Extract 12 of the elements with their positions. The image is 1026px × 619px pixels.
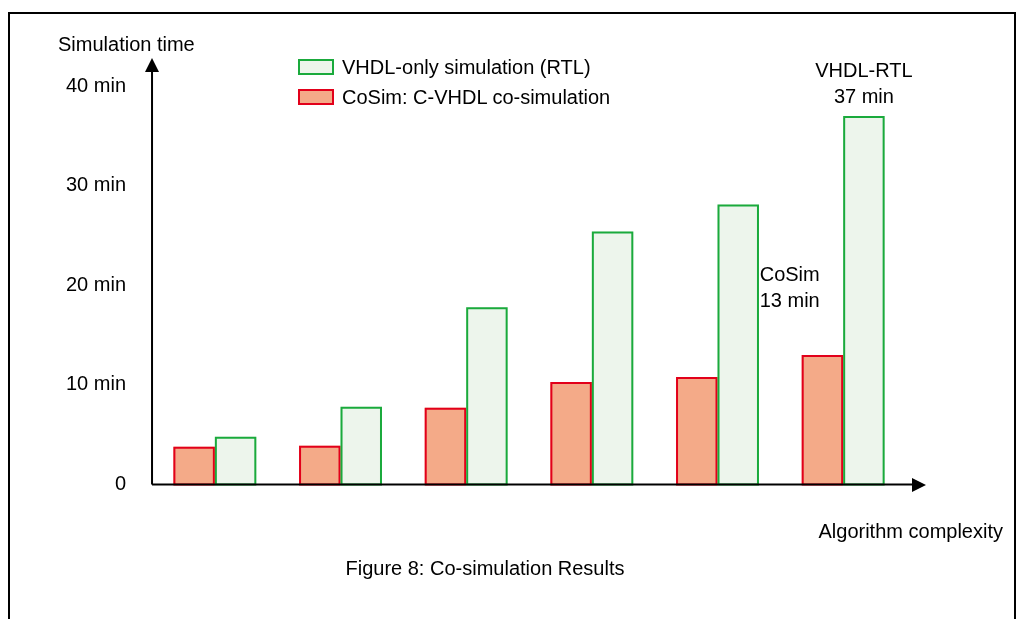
text: Figure 8: Co-simulation Results: [345, 557, 625, 580]
y-axis-title: Simulation time: [58, 32, 195, 55]
y-tick-label: 0: [114, 472, 127, 495]
legend-label: CoSim: C-VHDL co-simulation: [342, 85, 611, 109]
y-tick-label: 40 min: [66, 73, 127, 96]
legend-label: VHDL-only simulation (RTL): [342, 55, 591, 79]
data-label: CoSim 13 min: [759, 262, 820, 311]
x-axis-title: Algorithm complexity: [818, 520, 1003, 543]
y-tick-label: 30 min: [66, 173, 127, 196]
y-tick-label: 20 min: [66, 272, 127, 295]
data-label: VHDL-RTL 37 min: [815, 59, 913, 108]
y-tick-label: 10 min: [66, 372, 127, 395]
